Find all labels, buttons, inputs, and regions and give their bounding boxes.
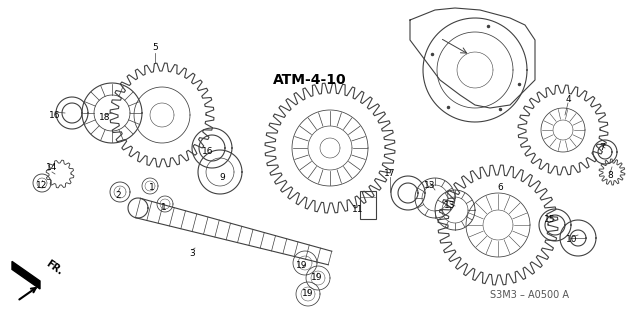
Text: 8: 8 <box>607 170 613 180</box>
Bar <box>360 191 376 219</box>
Text: FR.: FR. <box>44 258 65 277</box>
Text: 6: 6 <box>497 183 503 192</box>
Text: 13: 13 <box>444 201 456 210</box>
Text: 3: 3 <box>189 249 195 257</box>
Text: 19: 19 <box>311 273 323 283</box>
Text: 15: 15 <box>544 216 556 225</box>
Text: 19: 19 <box>296 261 308 270</box>
Text: 11: 11 <box>352 205 364 214</box>
Text: 16: 16 <box>49 110 61 120</box>
Text: 14: 14 <box>46 164 58 173</box>
Text: 13: 13 <box>424 181 436 189</box>
Text: ATM-4-10: ATM-4-10 <box>273 73 347 87</box>
Polygon shape <box>12 261 40 289</box>
Text: 7: 7 <box>599 144 605 152</box>
Text: 2: 2 <box>115 190 121 199</box>
Text: 12: 12 <box>36 181 48 189</box>
Text: 4: 4 <box>565 95 571 105</box>
Text: 18: 18 <box>99 114 111 122</box>
Text: 19: 19 <box>302 290 314 299</box>
Text: 1: 1 <box>149 183 155 192</box>
Text: S3M3 – A0500 A: S3M3 – A0500 A <box>490 290 570 300</box>
Text: 16: 16 <box>202 147 214 157</box>
Text: 17: 17 <box>384 168 396 177</box>
Text: 10: 10 <box>566 235 578 244</box>
Text: 9: 9 <box>219 174 225 182</box>
Text: 1: 1 <box>161 204 167 212</box>
Text: 5: 5 <box>152 43 158 53</box>
